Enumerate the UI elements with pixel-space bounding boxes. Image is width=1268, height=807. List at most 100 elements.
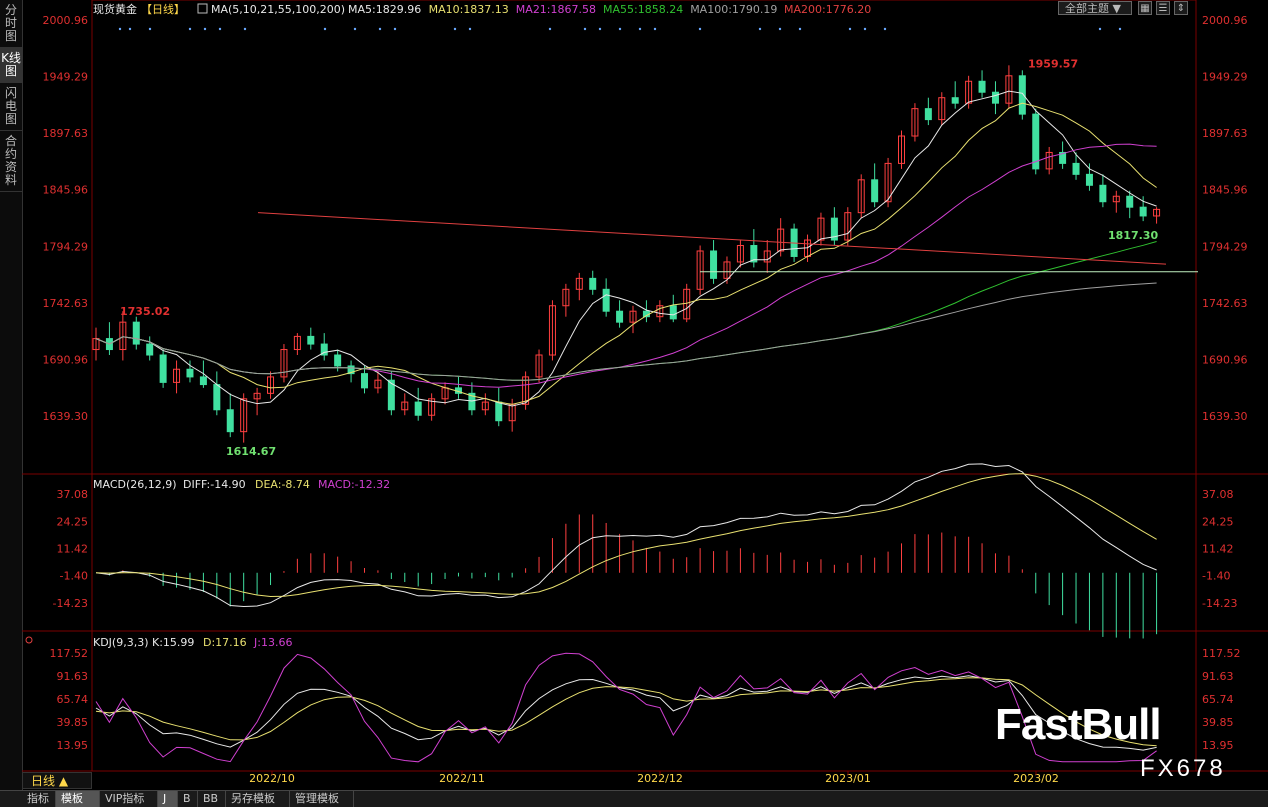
scale-icon[interactable]: ⇕ bbox=[1174, 1, 1188, 15]
candle-body bbox=[1005, 75, 1013, 104]
price-tick-right: 1897.63 bbox=[1202, 127, 1248, 140]
candle-body bbox=[213, 384, 221, 411]
candle-body bbox=[240, 398, 248, 433]
candle-body bbox=[1126, 195, 1134, 208]
candle-body bbox=[253, 392, 261, 400]
candle-body bbox=[750, 245, 758, 263]
grid-icon[interactable]: ▦ bbox=[1138, 1, 1152, 15]
time-axis-label: 2022/10 bbox=[249, 772, 295, 785]
ma100-line bbox=[95, 282, 1157, 381]
kdj-d-label: D:17.16 bbox=[203, 636, 247, 649]
candle-body bbox=[361, 373, 368, 389]
ma21-line bbox=[95, 143, 1157, 388]
macd-dea-line bbox=[95, 473, 1157, 598]
macd-diff-line bbox=[95, 463, 1157, 608]
sidebar-item-kline[interactable]: K线图 bbox=[0, 48, 22, 83]
candle-body bbox=[334, 354, 342, 367]
candle-body bbox=[669, 305, 677, 320]
tab-save-template[interactable]: 另存模板 bbox=[226, 791, 290, 807]
candle-body bbox=[817, 217, 825, 241]
chart-canvas[interactable]: 现货黄金 【日线】 MA(5,10,21,55,100,200) MA5:1829.9… bbox=[0, 0, 1268, 790]
kdj-tick-left: 65.74 bbox=[57, 693, 89, 706]
price-annotation: 1735.02 bbox=[120, 305, 170, 318]
price-tick-right: 2000.96 bbox=[1202, 14, 1248, 27]
period-tag: 【日线】 bbox=[141, 2, 185, 16]
candle-body bbox=[293, 335, 301, 351]
tab-bb[interactable]: BB bbox=[198, 791, 226, 807]
candle-body bbox=[320, 343, 328, 356]
event-marker bbox=[583, 27, 587, 31]
macd-title: MACD(26,12,9) bbox=[93, 478, 177, 491]
macd-tick-left: -14.23 bbox=[53, 597, 88, 610]
price-tick-left: 1639.30 bbox=[43, 410, 89, 423]
event-marker bbox=[848, 27, 852, 31]
candle-body bbox=[267, 376, 275, 394]
candle-body bbox=[186, 368, 194, 378]
topic-dropdown[interactable]: 全部主题 ▼ bbox=[1058, 1, 1132, 15]
event-marker bbox=[638, 27, 642, 31]
candle-body bbox=[1112, 195, 1120, 203]
candle-body bbox=[401, 401, 409, 411]
candle-body bbox=[548, 305, 556, 356]
candle-body bbox=[1072, 162, 1080, 175]
candle-body bbox=[146, 343, 154, 356]
candle-body bbox=[736, 245, 744, 263]
candle-body bbox=[307, 335, 315, 345]
period-selector[interactable]: 日线 ▲ bbox=[22, 772, 92, 789]
event-marker bbox=[653, 27, 657, 31]
candle-body bbox=[777, 228, 785, 252]
candle-body bbox=[226, 409, 234, 433]
sidebar-item-contract[interactable]: 合约资料 bbox=[0, 131, 22, 192]
price-tick-left: 1897.63 bbox=[43, 127, 89, 140]
ma-value-label: MA200:1776.20 bbox=[784, 3, 871, 16]
event-marker bbox=[883, 27, 887, 31]
price-tick-left: 1845.96 bbox=[43, 184, 89, 197]
macd-tick-right: 37.08 bbox=[1202, 488, 1234, 501]
price-annotation: 1817.30 bbox=[1108, 229, 1158, 242]
tab-template[interactable]: 模板 bbox=[56, 791, 100, 807]
candle-body bbox=[428, 398, 436, 416]
tab-b[interactable]: B bbox=[178, 791, 198, 807]
candle-body bbox=[1139, 206, 1147, 217]
event-marker bbox=[468, 27, 472, 31]
candle-body bbox=[374, 379, 382, 389]
event-marker bbox=[548, 27, 552, 31]
event-marker bbox=[353, 27, 357, 31]
event-marker bbox=[758, 27, 762, 31]
event-marker bbox=[203, 27, 207, 31]
candle-body bbox=[522, 376, 530, 405]
macd-diff-label: DIFF:-14.90 bbox=[183, 478, 246, 491]
candle-body bbox=[1153, 208, 1161, 217]
price-annotation: 1614.67 bbox=[226, 445, 276, 458]
ma-value-label: MA10:1837.13 bbox=[429, 3, 509, 16]
candle-body bbox=[387, 379, 395, 411]
candle-body bbox=[710, 250, 718, 279]
tab-vip-indicator[interactable]: VIP指标 bbox=[100, 791, 158, 807]
kdj-tick-left: 13.95 bbox=[57, 739, 89, 752]
candle-body bbox=[1032, 113, 1040, 170]
price-tick-left: 2000.96 bbox=[43, 14, 89, 27]
tab-j[interactable]: J bbox=[158, 791, 178, 807]
candle-body bbox=[991, 91, 999, 104]
time-axis-label: 2023/02 bbox=[1013, 772, 1059, 785]
candle-body bbox=[159, 354, 167, 383]
macd-tick-left: 24.25 bbox=[57, 515, 89, 528]
event-marker bbox=[1098, 27, 1102, 31]
sidebar-item-timeshare[interactable]: 分时图 bbox=[0, 0, 22, 48]
chart-settings-icon bbox=[197, 3, 208, 14]
event-marker bbox=[378, 27, 382, 31]
tab-manage-template[interactable]: 管理模板 bbox=[290, 791, 354, 807]
ma-value-label: MA55:1858.24 bbox=[603, 3, 683, 16]
sidebar-item-flash[interactable]: 闪电图 bbox=[0, 83, 22, 131]
candle-body bbox=[723, 261, 731, 279]
tab-indicator[interactable]: 指标 bbox=[22, 791, 56, 807]
fastbull-logo: FastBull bbox=[995, 700, 1162, 749]
macd-tick-left: 11.42 bbox=[57, 543, 89, 556]
list-icon[interactable]: ☰ bbox=[1156, 1, 1170, 15]
event-marker bbox=[453, 27, 457, 31]
candle-body bbox=[844, 212, 852, 241]
candle-body bbox=[280, 349, 288, 378]
candle-body bbox=[1059, 151, 1067, 164]
kdj-k-label: K:15.99 bbox=[152, 636, 194, 649]
event-marker bbox=[798, 27, 802, 31]
